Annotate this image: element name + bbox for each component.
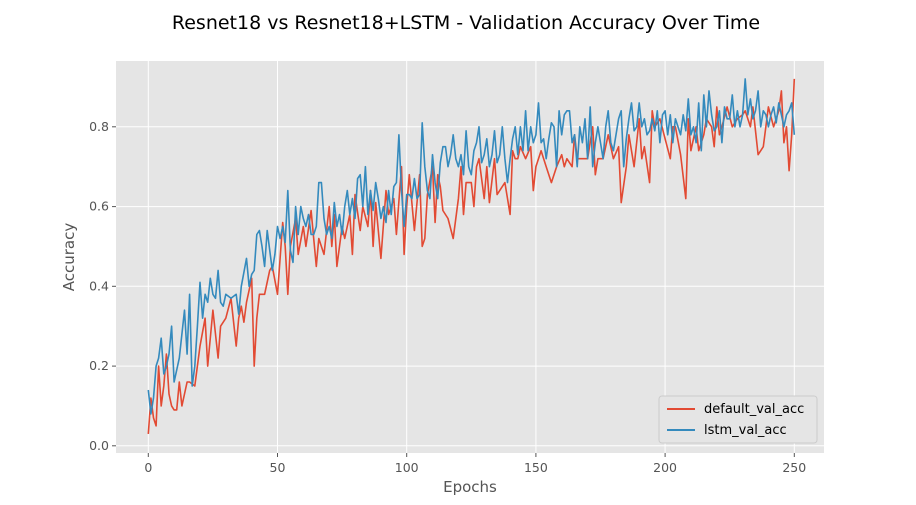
x-tick-label: 50 [270,460,286,475]
x-tick-label: 0 [144,460,152,475]
x-tick-label: 200 [653,460,677,475]
legend: default_val_acc lstm_val_acc [658,395,818,444]
series-line-default_val_acc [147,78,796,434]
axis-ticks: 0 50 100 150 200 250 0.0 0.2 0.4 0.6 0.8 [89,119,806,475]
y-axis-label: Accuracy [60,223,78,292]
x-tick-label: 150 [524,460,548,475]
y-tick-label: 0.0 [89,438,109,453]
y-tick-label: 0.6 [89,199,109,214]
legend-box [658,395,818,444]
x-axis-label: Epochs [443,478,497,496]
series-lines [147,78,796,434]
series-line-lstm_val_acc [147,78,796,415]
x-tick-label: 250 [782,460,806,475]
y-tick-label: 0.2 [89,358,109,373]
x-tick-label: 100 [395,460,419,475]
y-tick-label: 0.8 [89,119,109,134]
chart-title: Resnet18 vs Resnet18+LSTM - Validation A… [172,12,760,34]
y-tick-label: 0.4 [89,278,109,293]
legend-label-lstm: lstm_val_acc [704,423,787,438]
legend-label-default: default_val_acc [704,402,804,417]
